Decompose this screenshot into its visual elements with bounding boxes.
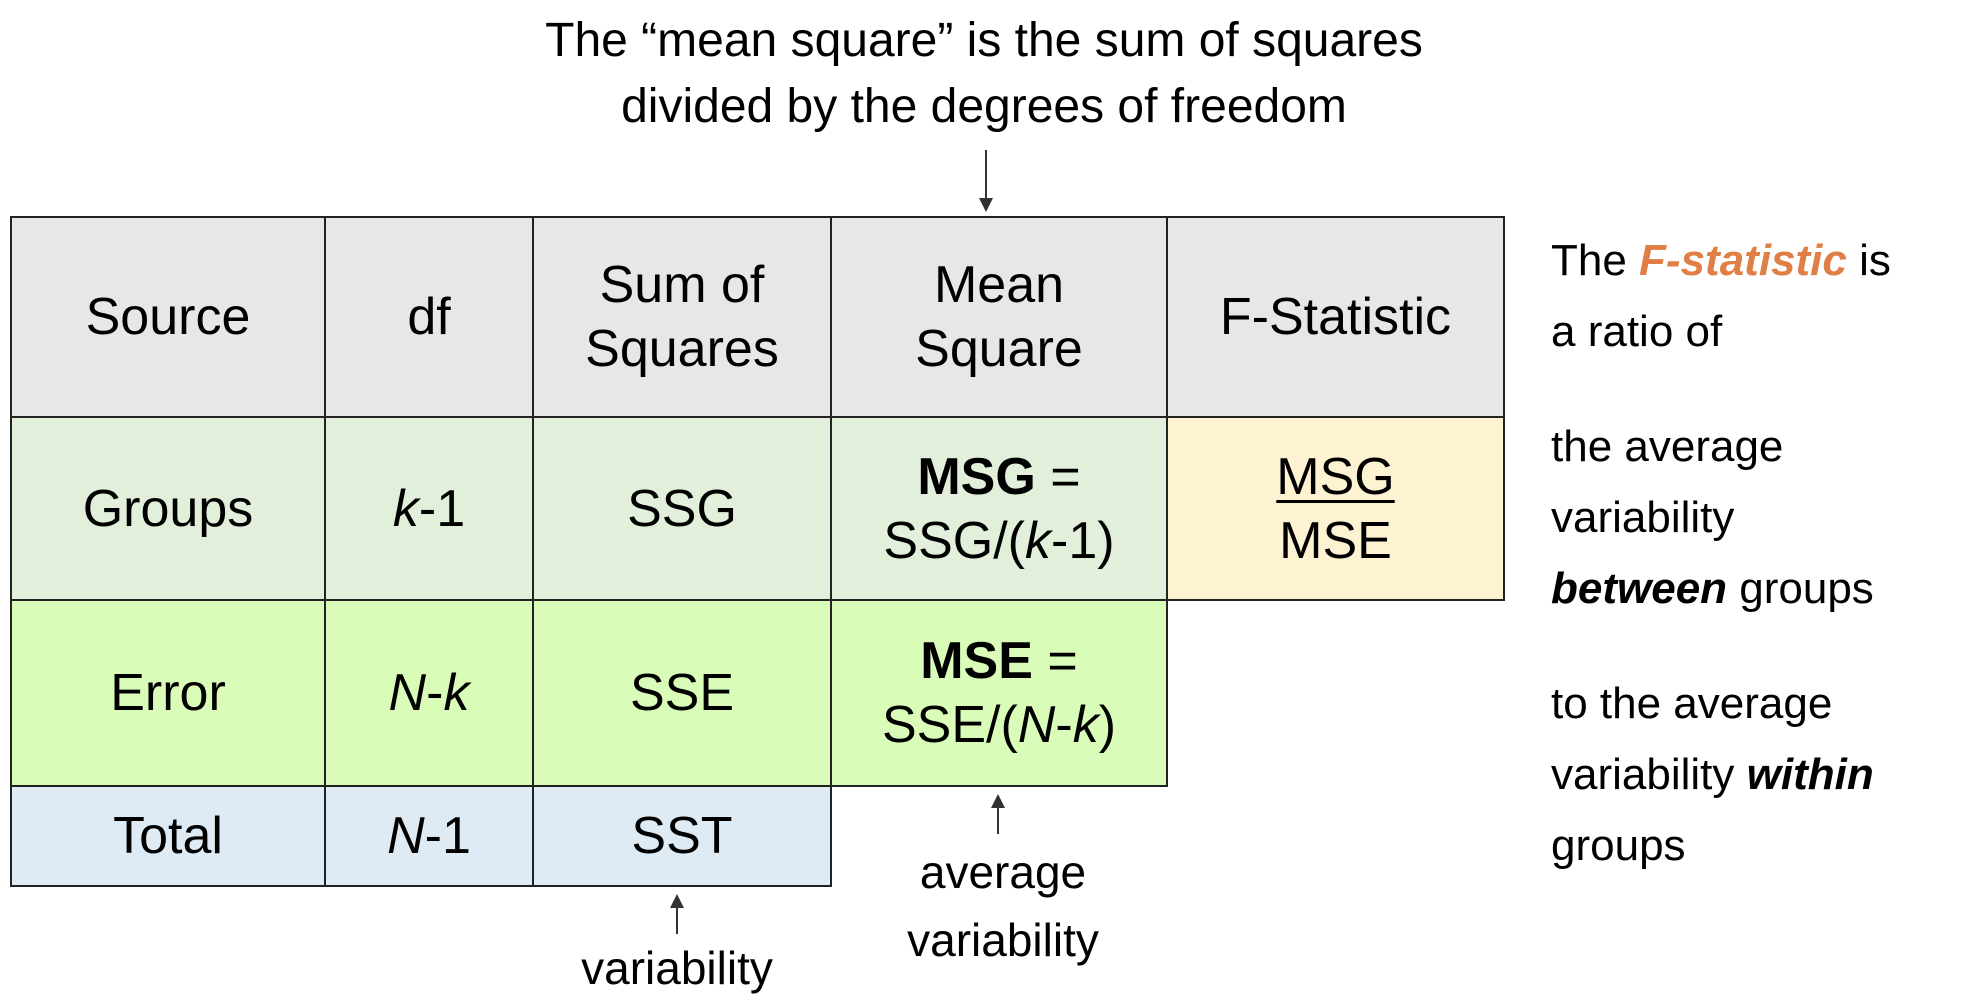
arrowhead-icon bbox=[670, 894, 684, 908]
error-ms: MSE = SSE/(N-k) bbox=[830, 599, 1168, 787]
label-variability: variability bbox=[907, 914, 1099, 966]
note-line-2: divided by the degrees of freedom bbox=[621, 80, 1347, 133]
total-source: Total bbox=[10, 785, 326, 887]
side-line-2: a ratio of bbox=[1551, 307, 1723, 356]
error-row: Error N-k SSE MSE = SSE/(N-k) bbox=[10, 599, 1504, 787]
empty-cell bbox=[1167, 786, 1504, 886]
f-statistic-fraction: MSG MSE bbox=[1166, 416, 1505, 601]
side-line-6: to the average bbox=[1551, 679, 1833, 728]
anova-table: Source df Sum of Squares Mean Square F-Sta… bbox=[10, 216, 1505, 887]
header-row: Source df Sum of Squares Mean Square F-Sta… bbox=[10, 216, 1505, 418]
label-average-variability: average variability bbox=[853, 838, 1153, 974]
header-f-statistic: F-Statistic bbox=[1166, 216, 1505, 418]
label-variability-sst: variability bbox=[581, 942, 773, 994]
side-line-1: The F-statistic is bbox=[1551, 236, 1891, 285]
side-line-4: variability bbox=[1551, 493, 1735, 542]
header-df: df bbox=[324, 216, 534, 418]
arrow-up-to-sst bbox=[676, 898, 678, 934]
error-ss: SSE bbox=[532, 599, 832, 787]
total-row: Total N-1 SST bbox=[10, 785, 1504, 887]
arrow-up-to-mse bbox=[997, 798, 999, 834]
arrow-down-to-mean-square bbox=[985, 150, 987, 210]
header-mean-square: Mean Square bbox=[830, 216, 1168, 418]
side-line-7: variability within bbox=[1551, 750, 1874, 799]
side-line-5: between groups bbox=[1551, 564, 1874, 613]
groups-df: k-1 bbox=[324, 416, 534, 601]
header-sum-of-squares: Sum of Squares bbox=[532, 216, 832, 418]
header-source: Source bbox=[10, 216, 326, 418]
groups-row: Groups k-1 SSG MSG = SSG/(k-1) MSG MSE bbox=[10, 416, 1505, 601]
groups-ss: SSG bbox=[532, 416, 832, 601]
groups-source: Groups bbox=[10, 416, 326, 601]
f-statistic-explanation: The F-statistic is a ratio of the averag… bbox=[1551, 225, 1891, 881]
groups-ms: MSG = SSG/(k-1) bbox=[830, 416, 1168, 601]
total-df: N-1 bbox=[324, 785, 534, 887]
mean-square-note: The “mean square” is the sum of squares … bbox=[384, 8, 1584, 140]
total-ss: SST bbox=[532, 785, 832, 887]
error-source: Error bbox=[10, 599, 326, 787]
empty-cell bbox=[1167, 600, 1504, 786]
label-average: average bbox=[919, 846, 1087, 898]
arrowhead-icon bbox=[991, 794, 1005, 808]
note-line-1: The “mean square” is the sum of squares bbox=[545, 14, 1423, 67]
error-df: N-k bbox=[324, 599, 534, 787]
side-line-3: the average bbox=[1551, 422, 1784, 471]
side-line-8: groups bbox=[1551, 821, 1686, 870]
arrowhead-icon bbox=[979, 198, 993, 212]
